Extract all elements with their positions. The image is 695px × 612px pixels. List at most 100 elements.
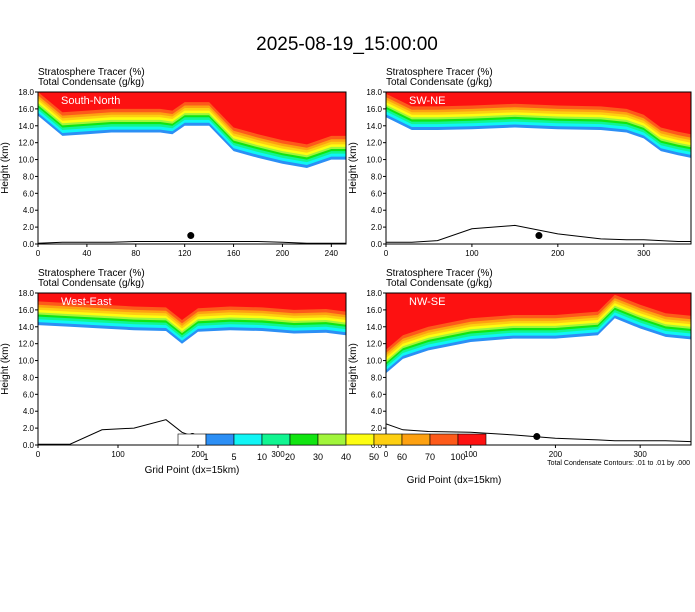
y-tick-label: 16.0 (366, 105, 382, 114)
figure-title: 2025-08-19_15:00:00 (256, 34, 438, 55)
x-tick-label: 300 (271, 450, 285, 459)
tracer-band (38, 293, 346, 320)
y-tick-label: 16.0 (366, 306, 382, 315)
x-tick-label: 200 (549, 450, 563, 459)
y-tick-label: 14.0 (18, 323, 34, 332)
y-tick-label: 12.0 (18, 340, 34, 349)
y-tick-label: 10.0 (366, 357, 382, 366)
y-tick-label: 6.0 (23, 189, 35, 198)
y-axis-label: Height (km) (0, 343, 11, 395)
colorbar-tick-label: 20 (285, 452, 295, 462)
location-marker (535, 232, 543, 240)
x-tick-label: 80 (131, 249, 140, 258)
x-tick-label: 200 (551, 249, 565, 258)
colorbar-tick-label: 40 (341, 452, 351, 462)
panel-header-tracer: Stratosphere Tracer (%) (38, 268, 145, 279)
y-tick-label: 18.0 (366, 289, 382, 298)
y-tick-label: 10.0 (366, 156, 382, 165)
panel-sw-ne: Stratosphere Tracer (%)Total Condensate … (348, 67, 692, 258)
x-tick-label: 0 (384, 249, 389, 258)
colorbar-swatch (261, 433, 291, 446)
y-tick-label: 2.0 (23, 424, 35, 433)
tracer-field (38, 293, 346, 445)
x-axis-label-right: Grid Point (dx=15km) (407, 475, 502, 486)
x-tick-label: 200 (191, 450, 205, 459)
y-tick-label: 8.0 (371, 373, 383, 382)
colorbar-tick-label: 100 (450, 452, 465, 462)
panel-south-north: Stratosphere Tracer (%)Total Condensate … (0, 67, 347, 258)
terrain-line (386, 224, 691, 243)
colorbar-tick-label: 1 (203, 452, 208, 462)
tracer-field (386, 293, 691, 443)
y-tick-label: 0.0 (23, 240, 35, 249)
contour-note: Total Condensate Contours: .01 to .01 by… (547, 460, 690, 467)
panel-west-east: Stratosphere Tracer (%)Total Condensate … (0, 268, 347, 476)
panel-header-condensate: Total Condensate (g/kg) (386, 77, 492, 88)
colorbar-tick-label: 30 (313, 452, 323, 462)
panel-label: NW-SE (409, 296, 445, 308)
y-tick-label: 18.0 (18, 289, 34, 298)
y-tick-label: 10.0 (18, 156, 34, 165)
colorbar-swatch (373, 433, 403, 446)
y-tick-label: 16.0 (18, 306, 34, 315)
tracer-field (38, 92, 346, 244)
x-tick-label: 300 (633, 450, 647, 459)
panel-header-tracer: Stratosphere Tracer (%) (386, 67, 493, 78)
y-axis-label: Height (km) (348, 142, 359, 194)
y-tick-label: 4.0 (371, 407, 383, 416)
colorbar-swatch (205, 433, 235, 446)
y-tick-label: 14.0 (366, 323, 382, 332)
colorbar-tick-label: 50 (369, 452, 379, 462)
y-tick-label: 14.0 (18, 122, 34, 131)
y-axis-label: Height (km) (348, 343, 359, 395)
colorbar-swatch (177, 433, 207, 446)
y-tick-label: 8.0 (23, 172, 35, 181)
plot-frame (385, 91, 692, 245)
y-tick-label: 10.0 (18, 357, 34, 366)
colorbar-swatch (457, 433, 487, 446)
colorbar-swatch (345, 433, 375, 446)
colorbar-swatch (233, 433, 263, 446)
y-tick-label: 8.0 (371, 172, 383, 181)
terrain-line (386, 423, 691, 443)
panel-header-tracer: Stratosphere Tracer (%) (386, 268, 493, 279)
colorbar-tick-label: 60 (397, 452, 407, 462)
y-tick-label: 0.0 (23, 441, 35, 450)
tracer-field (386, 92, 691, 243)
tracer-band (386, 92, 691, 135)
y-tick-label: 8.0 (23, 373, 35, 382)
plot-frame (37, 91, 347, 245)
x-tick-label: 40 (82, 249, 91, 258)
x-tick-label: 200 (276, 249, 290, 258)
x-tick-label: 100 (111, 450, 125, 459)
colorbar-swatch (317, 433, 347, 446)
x-tick-label: 300 (637, 249, 651, 258)
x-tick-label: 120 (178, 249, 192, 258)
y-tick-label: 18.0 (18, 88, 34, 97)
y-tick-label: 12.0 (366, 139, 382, 148)
y-tick-label: 12.0 (18, 139, 34, 148)
y-tick-label: 0.0 (371, 441, 383, 450)
x-tick-label: 0 (384, 450, 389, 459)
panel-header-condensate: Total Condensate (g/kg) (38, 77, 144, 88)
tracer-band (386, 293, 691, 350)
panel-label: West-East (61, 296, 112, 308)
panel-header-condensate: Total Condensate (g/kg) (38, 278, 144, 289)
y-axis-label: Height (km) (0, 142, 11, 194)
y-tick-label: 4.0 (23, 206, 35, 215)
panel-nw-se: Stratosphere Tracer (%)Total Condensate … (348, 268, 692, 459)
x-axis-label: Grid Point (dx=15km) (145, 465, 240, 476)
y-tick-label: 0.0 (371, 240, 383, 249)
y-tick-label: 4.0 (371, 206, 383, 215)
colorbar: 1 5 10 20 30 40 50 60 70 100 (177, 433, 487, 462)
location-marker (187, 232, 195, 240)
colorbar-tick-label: 5 (231, 452, 236, 462)
x-tick-label: 100 (464, 450, 478, 459)
panels: Stratosphere Tracer (%)Total Condensate … (0, 67, 692, 476)
panel-header-tracer: Stratosphere Tracer (%) (38, 67, 145, 78)
tracer-band (38, 92, 346, 145)
y-tick-label: 6.0 (23, 390, 35, 399)
y-tick-label: 12.0 (366, 340, 382, 349)
y-tick-label: 16.0 (18, 105, 34, 114)
panel-header-condensate: Total Condensate (g/kg) (386, 278, 492, 289)
